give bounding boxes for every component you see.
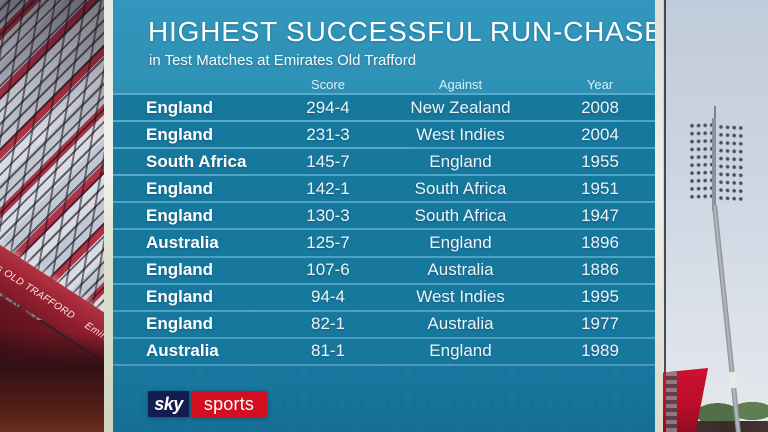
cell-score: 94-4 bbox=[310, 287, 346, 307]
sports-logo-box: sports bbox=[191, 391, 267, 417]
table-row: England 294-4 New Zealand 2008 bbox=[113, 95, 655, 121]
cell-score: 81-1 bbox=[310, 341, 346, 361]
stadium-base bbox=[0, 332, 104, 432]
table-row: England 82-1 Australia 1977 bbox=[113, 311, 655, 337]
cell-team: Australia bbox=[146, 341, 219, 361]
cell-against: England bbox=[429, 151, 492, 171]
table-row: England 231-3 West Indies 2004 bbox=[113, 122, 655, 148]
stadium-photo-right bbox=[663, 0, 768, 432]
cell-against: Australia bbox=[427, 260, 494, 280]
table-row: Australia 81-1 England 1989 bbox=[113, 338, 655, 364]
cell-team: England bbox=[146, 178, 214, 198]
cell-score: 142-1 bbox=[306, 178, 350, 198]
table-row: England 94-4 West Indies 1995 bbox=[113, 284, 655, 310]
table-header: Score Against Year bbox=[113, 76, 655, 92]
cell-score: 145-7 bbox=[306, 151, 350, 171]
page-subtitle: in Test Matches at Emirates Old Trafford bbox=[149, 52, 417, 69]
sky-sports-logo: sky sports bbox=[148, 391, 267, 417]
floodlight-mast bbox=[712, 118, 716, 210]
page-title: HIGHEST SUCCESSFUL RUN-CHASES bbox=[148, 16, 655, 47]
cell-year: 1886 bbox=[581, 260, 619, 280]
cell-year: 1955 bbox=[581, 151, 619, 171]
cell-against: South Africa bbox=[414, 205, 507, 225]
cell-score: 231-3 bbox=[306, 124, 350, 144]
ground-strip bbox=[663, 421, 768, 432]
cell-score: 294-4 bbox=[306, 97, 350, 117]
cell-team: England bbox=[146, 287, 214, 307]
table-row: England 142-1 South Africa 1951 bbox=[113, 176, 655, 202]
floodlight-tip bbox=[714, 106, 716, 126]
column-header-against: Against bbox=[438, 76, 483, 92]
cell-year: 1951 bbox=[581, 178, 619, 198]
stats-panel: HIGHEST SUCCESSFUL RUN-CHASES in Test Ma… bbox=[113, 0, 655, 432]
stadium-photo-left: Emirates OLD TRAFFORDEmirates OLD TRAFFO… bbox=[0, 0, 104, 432]
cell-team: England bbox=[146, 314, 214, 334]
cell-against: England bbox=[429, 341, 492, 361]
right-divider-strip bbox=[655, 0, 663, 432]
table-row: England 107-6 Australia 1886 bbox=[113, 257, 655, 283]
cell-against: South Africa bbox=[414, 178, 507, 198]
cell-against: West Indies bbox=[416, 124, 505, 144]
cell-score: 107-6 bbox=[306, 260, 350, 280]
cell-year: 1977 bbox=[581, 314, 619, 334]
cell-against: England bbox=[429, 233, 492, 253]
cell-team: England bbox=[146, 205, 214, 225]
table-row: South Africa 145-7 England 1955 bbox=[113, 149, 655, 175]
table-row: England 130-3 South Africa 1947 bbox=[113, 203, 655, 229]
cell-team: England bbox=[146, 97, 214, 117]
cell-year: 2004 bbox=[581, 124, 619, 144]
cell-team: England bbox=[146, 124, 214, 144]
sky-logo-box: sky bbox=[148, 391, 189, 417]
left-divider-strip bbox=[104, 0, 113, 432]
guy-wire bbox=[664, 0, 666, 432]
cell-year: 1947 bbox=[581, 205, 619, 225]
cell-team: England bbox=[146, 260, 214, 280]
cell-year: 1995 bbox=[581, 287, 619, 307]
floodlight-array-right bbox=[718, 123, 744, 205]
floodlight-array-left bbox=[689, 121, 712, 203]
cell-against: West Indies bbox=[416, 287, 505, 307]
cell-team: Australia bbox=[146, 233, 219, 253]
table-body: England 294-4 New Zealand 2008 England 2… bbox=[113, 93, 655, 366]
column-header-score: Score bbox=[311, 76, 345, 92]
cell-year: 1896 bbox=[581, 233, 619, 253]
cell-score: 125-7 bbox=[306, 233, 350, 253]
cell-score: 82-1 bbox=[310, 314, 346, 334]
cell-score: 130-3 bbox=[306, 205, 350, 225]
cell-team: South Africa bbox=[146, 151, 247, 171]
table-row: Australia 125-7 England 1896 bbox=[113, 230, 655, 256]
cell-year: 1989 bbox=[581, 341, 619, 361]
cell-against: Australia bbox=[427, 314, 494, 334]
cell-against: New Zealand bbox=[410, 97, 511, 117]
column-header-year: Year bbox=[586, 76, 614, 92]
cell-year: 2008 bbox=[581, 97, 619, 117]
